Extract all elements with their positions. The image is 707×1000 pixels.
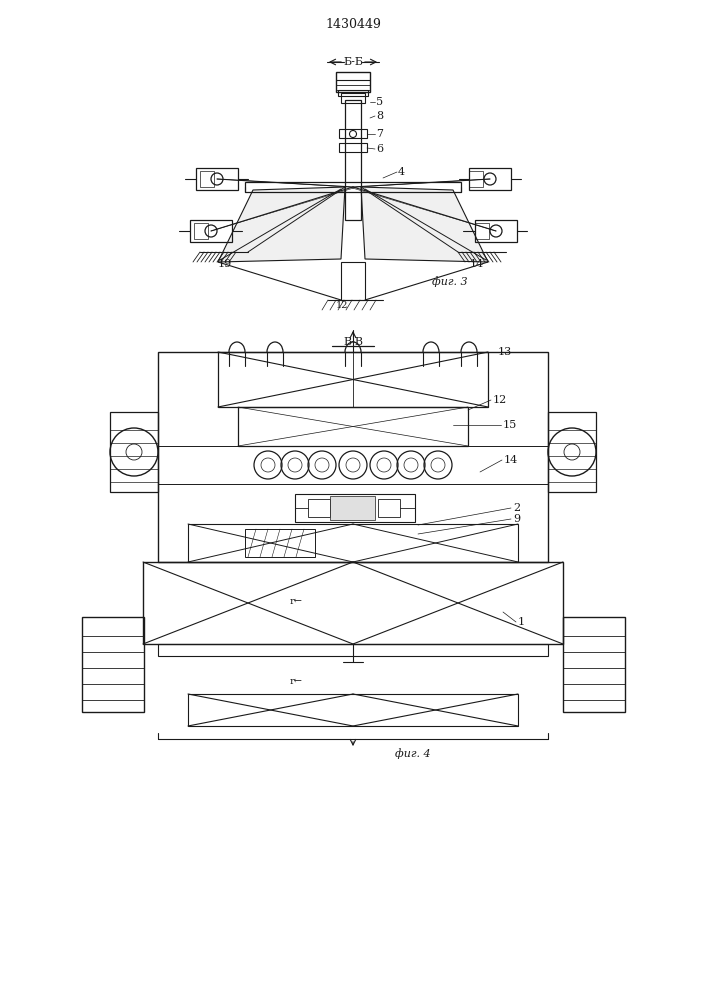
Bar: [196, 168, 238, 190]
Bar: [345, 100, 361, 220]
Bar: [339, 129, 367, 138]
Text: фиг. 3: фиг. 3: [432, 277, 467, 287]
Bar: [378, 499, 400, 517]
Text: 1430449: 1430449: [325, 18, 381, 31]
Bar: [548, 412, 596, 492]
Bar: [469, 168, 511, 190]
Text: 19: 19: [218, 259, 233, 269]
Text: фиг. 4: фиг. 4: [395, 749, 431, 759]
Text: 15: 15: [503, 420, 518, 430]
Bar: [245, 529, 315, 557]
Bar: [475, 220, 517, 242]
Bar: [339, 143, 367, 152]
Bar: [158, 352, 548, 562]
Bar: [245, 182, 461, 192]
Bar: [295, 494, 415, 522]
Text: 6: 6: [376, 144, 383, 154]
Text: 8: 8: [376, 111, 383, 121]
Text: 14: 14: [504, 455, 518, 465]
Text: 12: 12: [336, 300, 349, 310]
Polygon shape: [218, 187, 345, 262]
Bar: [341, 93, 365, 103]
Text: В-В: В-В: [343, 337, 363, 347]
Text: 7: 7: [376, 129, 383, 139]
Text: 12: 12: [493, 395, 507, 405]
Text: 9: 9: [513, 514, 520, 524]
Text: 1: 1: [518, 617, 525, 627]
Bar: [336, 72, 370, 92]
Bar: [330, 496, 375, 520]
Bar: [158, 446, 548, 484]
Bar: [308, 499, 330, 517]
Bar: [563, 617, 625, 712]
Text: Б-Б: Б-Б: [343, 57, 363, 67]
Bar: [143, 562, 563, 644]
Bar: [218, 352, 488, 407]
Bar: [338, 90, 368, 96]
Bar: [190, 220, 232, 242]
Bar: [188, 524, 518, 562]
Text: 4: 4: [398, 167, 405, 177]
Polygon shape: [361, 187, 488, 262]
Text: 13: 13: [498, 347, 513, 357]
Bar: [238, 407, 468, 446]
Bar: [341, 262, 365, 300]
Text: 5: 5: [376, 97, 383, 107]
Bar: [110, 412, 158, 492]
Bar: [188, 694, 518, 726]
Text: 14: 14: [470, 259, 484, 269]
Bar: [475, 223, 489, 239]
Text: r←: r←: [290, 678, 303, 686]
Text: 2: 2: [513, 503, 520, 513]
Bar: [200, 171, 214, 187]
Bar: [82, 617, 144, 712]
Bar: [469, 171, 483, 187]
Text: r←: r←: [290, 597, 303, 606]
Bar: [194, 223, 208, 239]
Bar: [158, 644, 548, 656]
